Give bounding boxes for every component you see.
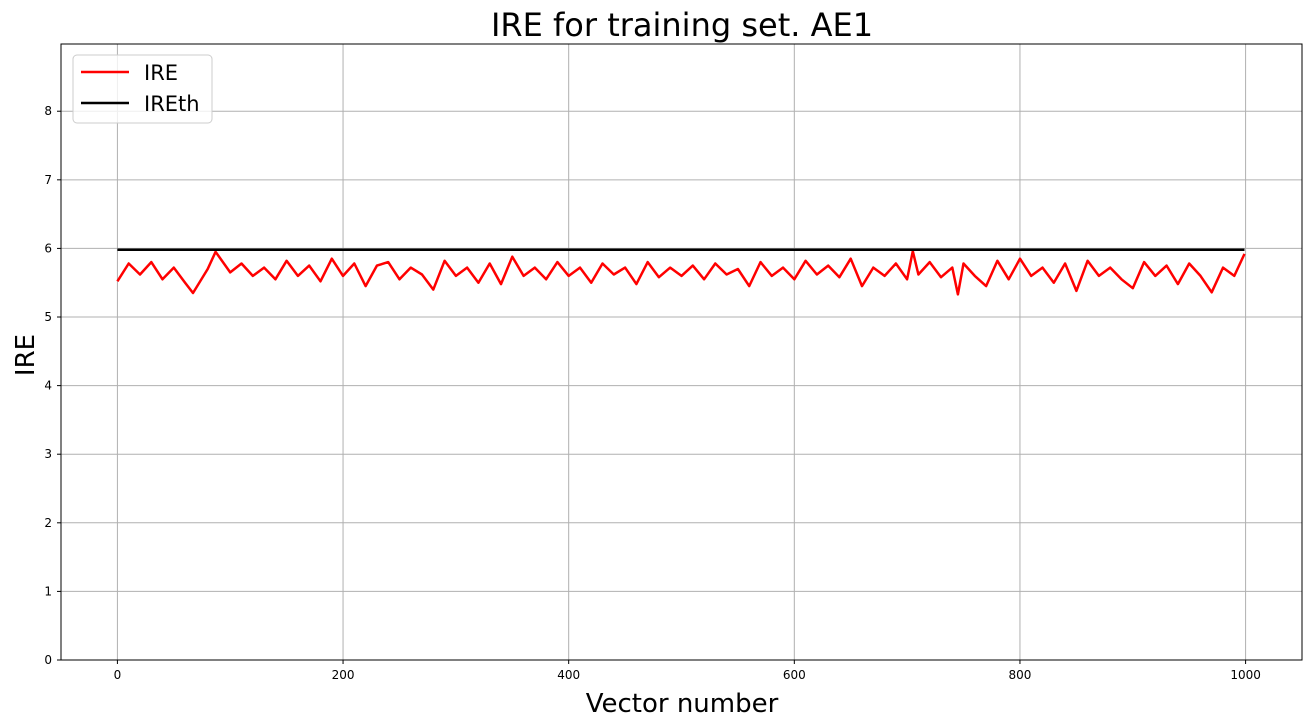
y-tick-label: 2: [44, 516, 52, 530]
chart-title: IRE for training set. AE1: [491, 6, 873, 44]
x-axis-label: Vector number: [586, 689, 779, 719]
plot-frame: [60, 43, 1303, 661]
x-tick-label: 200: [332, 668, 355, 682]
y-tick-label: 8: [44, 104, 52, 118]
legend-label-ireth: IREth: [144, 92, 200, 116]
x-tick-label: 0: [114, 668, 122, 682]
y-tick-label: 3: [44, 447, 52, 461]
y-tick-label: 0: [44, 653, 52, 667]
x-tick-label: 800: [1009, 668, 1032, 682]
x-tick-label: 1000: [1230, 668, 1261, 682]
x-tick-label: 600: [783, 668, 806, 682]
y-tick-label: 6: [44, 241, 52, 255]
y-axis-label: IRE: [11, 334, 41, 376]
x-tick-label: 400: [557, 668, 580, 682]
y-tick-label: 7: [44, 173, 52, 187]
series-line-ire: [116, 249, 1246, 296]
y-tick-label: 5: [44, 310, 52, 324]
legend: IRE IREth: [72, 54, 213, 124]
y-tick-label: 1: [44, 584, 52, 598]
legend-label-ire: IRE: [144, 61, 178, 85]
y-tick-label: 4: [44, 379, 52, 393]
